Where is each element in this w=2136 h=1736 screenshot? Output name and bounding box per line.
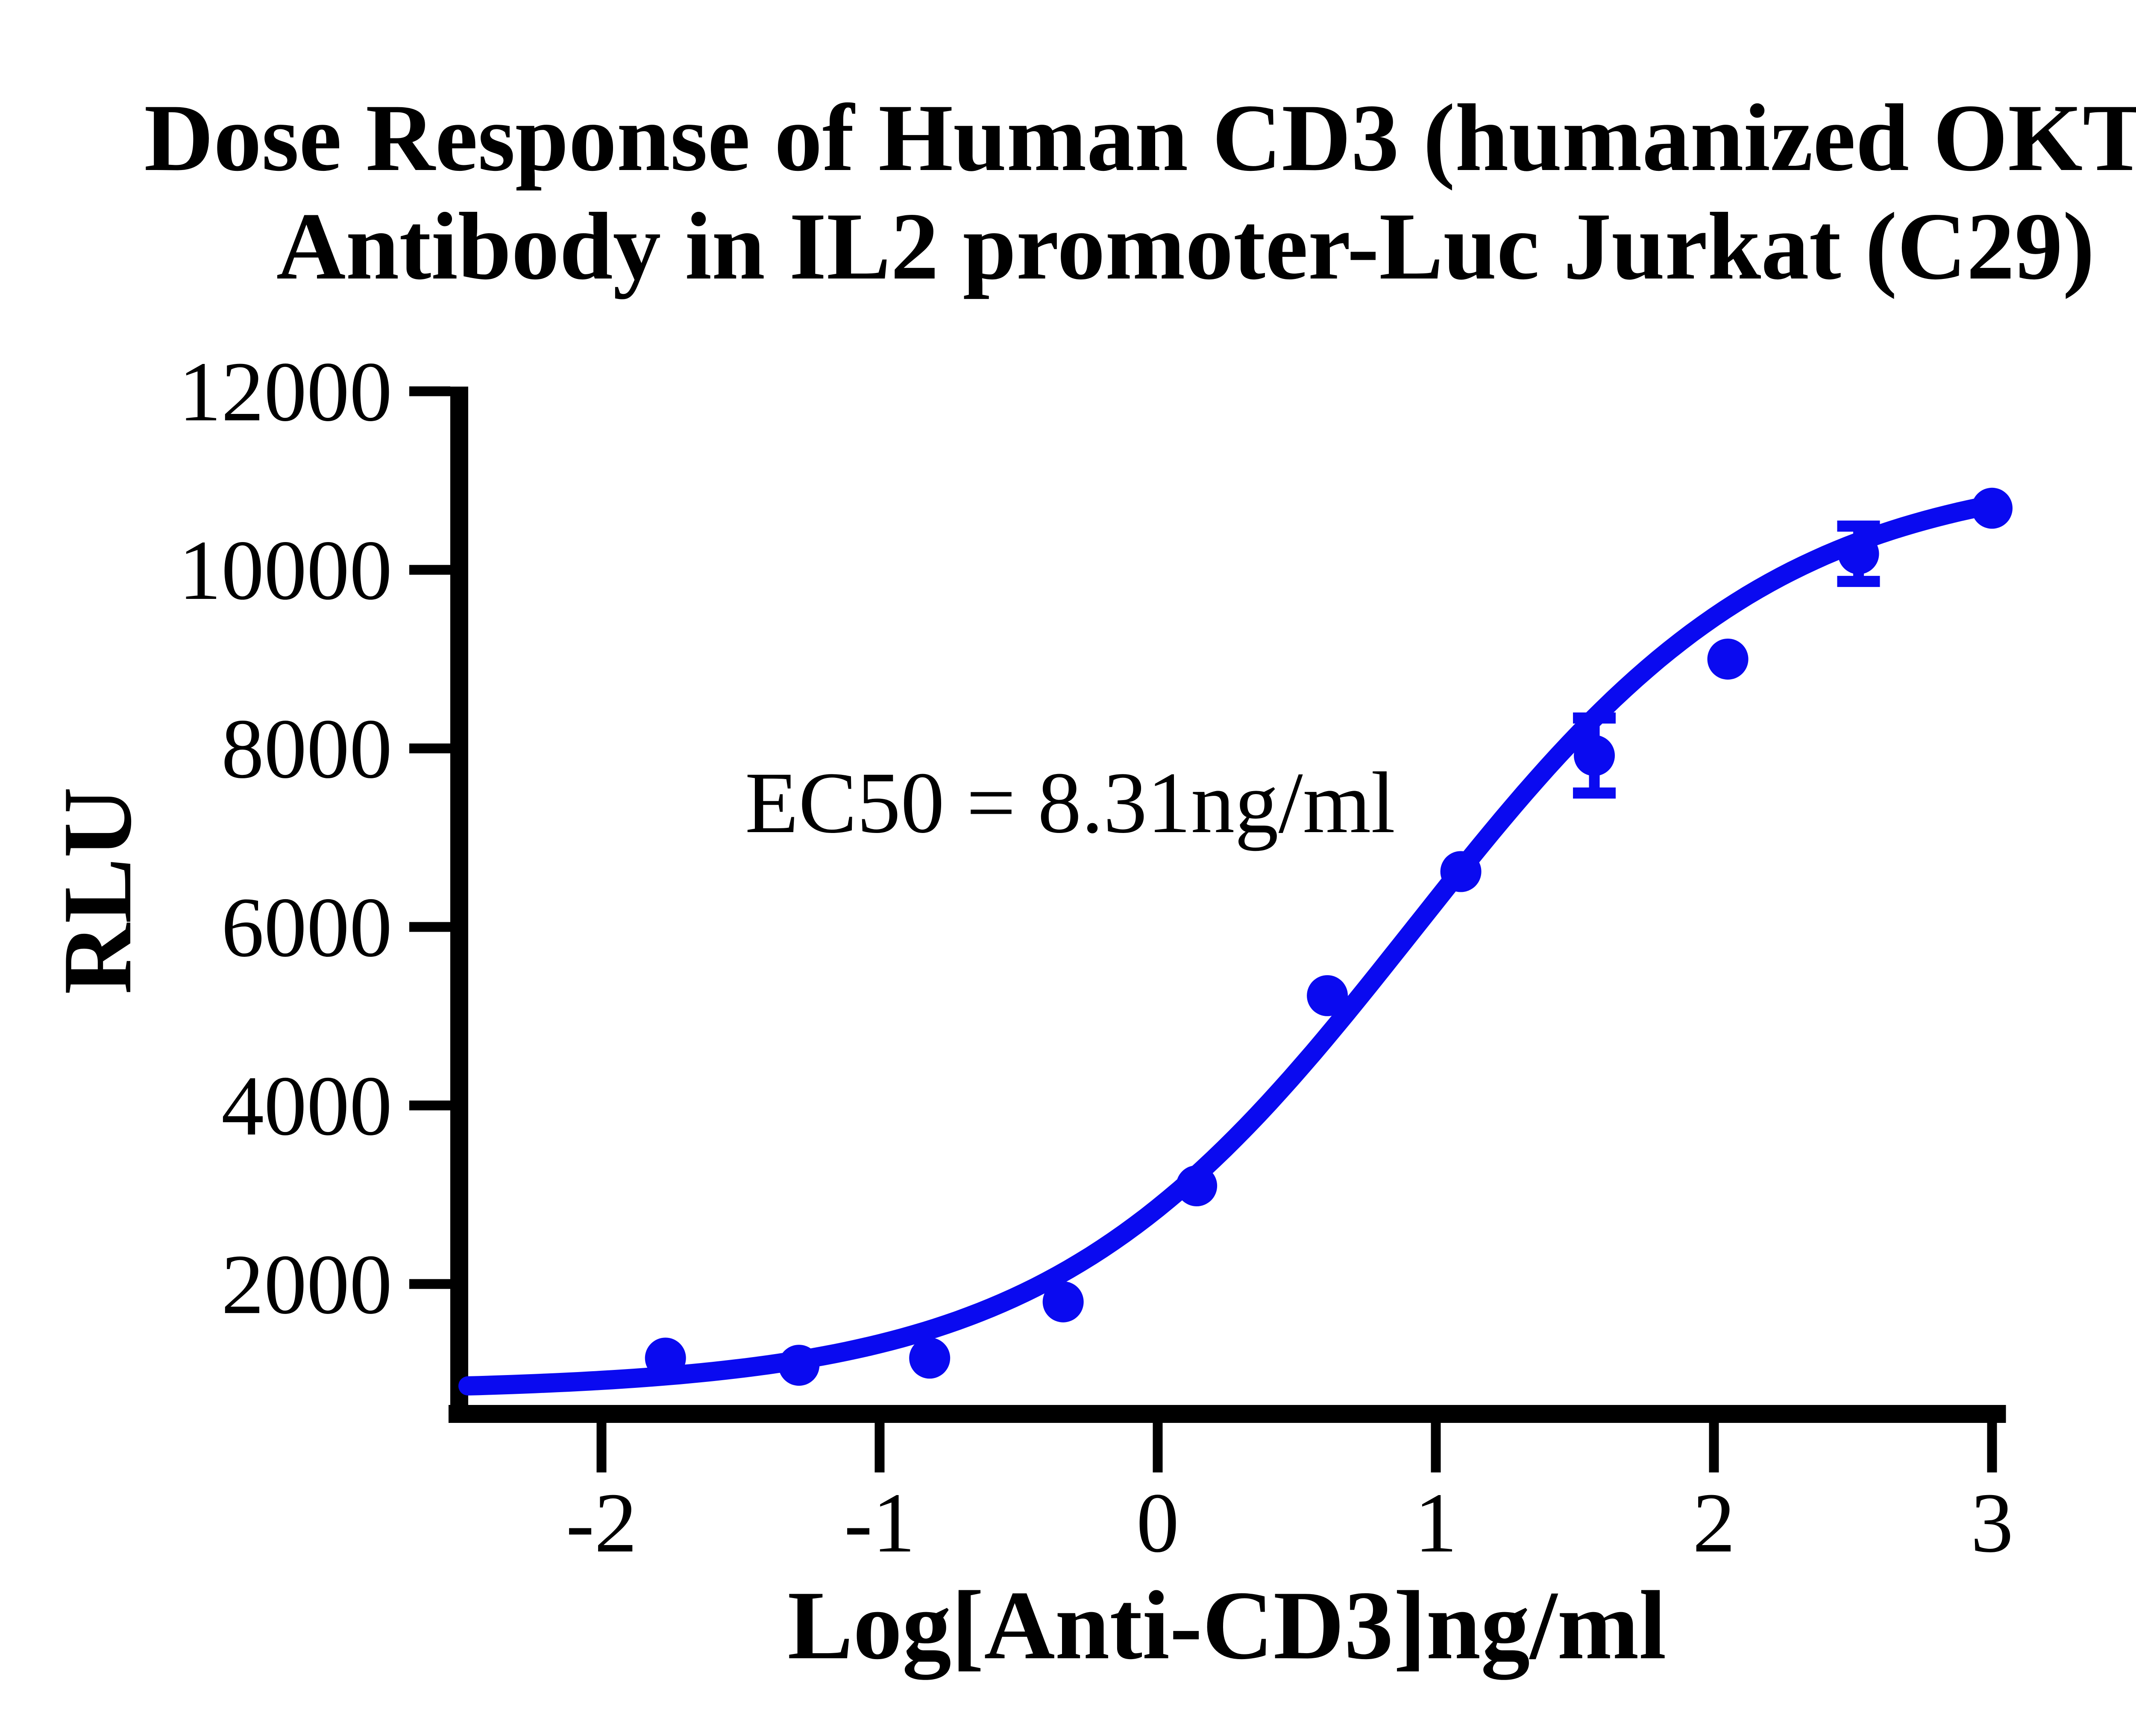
x-axis-title: Log[Anti-CD3]ng/ml bbox=[787, 1571, 1666, 1680]
data-point bbox=[1574, 735, 1615, 776]
y-axis-tick-label: 10000 bbox=[179, 523, 392, 618]
y-axis-tick-label: 8000 bbox=[221, 702, 392, 796]
data-point bbox=[909, 1337, 951, 1379]
y-axis-tick-label: 4000 bbox=[221, 1059, 392, 1153]
x-axis-tick-label: -2 bbox=[566, 1476, 637, 1570]
axes-layer: 2000 4000 6000 8000 10000 12000 -2 -1 0 1 2 3 bbox=[179, 345, 2013, 1570]
fit-curve-layer bbox=[458, 495, 2002, 1396]
data-point bbox=[1707, 638, 1749, 680]
data-points-layer bbox=[645, 487, 2013, 1386]
x-axis-tick-label: 2 bbox=[1693, 1476, 1735, 1570]
data-point bbox=[1042, 1281, 1084, 1323]
y-axis-tick-label: 6000 bbox=[221, 880, 392, 975]
data-point bbox=[1440, 851, 1482, 892]
data-point bbox=[1176, 1165, 1218, 1207]
y-axis-tick-label: 12000 bbox=[179, 345, 392, 439]
x-axis-tick-label: 3 bbox=[1971, 1476, 2013, 1570]
data-point bbox=[1838, 533, 1879, 575]
chart-title-line2: Antibody in IL2 promoter-Luc Jurkat (C29… bbox=[276, 193, 2095, 299]
data-point bbox=[645, 1337, 686, 1379]
chart-title-line1: Dose Response of Human CD3 (humanized OK… bbox=[144, 84, 2136, 191]
data-point bbox=[1972, 487, 2013, 529]
data-point bbox=[778, 1345, 820, 1386]
x-axis-tick-label: 1 bbox=[1414, 1476, 1457, 1570]
data-point bbox=[1307, 975, 1348, 1016]
axis-spines bbox=[450, 387, 2006, 1423]
x-axis-tick-label: -1 bbox=[844, 1476, 915, 1570]
y-axis-title: RLU bbox=[43, 787, 152, 994]
fit-curve bbox=[458, 495, 2002, 1396]
ec50-annotation: EC50 = 8.31ng/ml bbox=[745, 754, 1395, 851]
x-axis-tick-label: 0 bbox=[1136, 1476, 1179, 1570]
y-axis-tick-label: 2000 bbox=[221, 1237, 392, 1332]
